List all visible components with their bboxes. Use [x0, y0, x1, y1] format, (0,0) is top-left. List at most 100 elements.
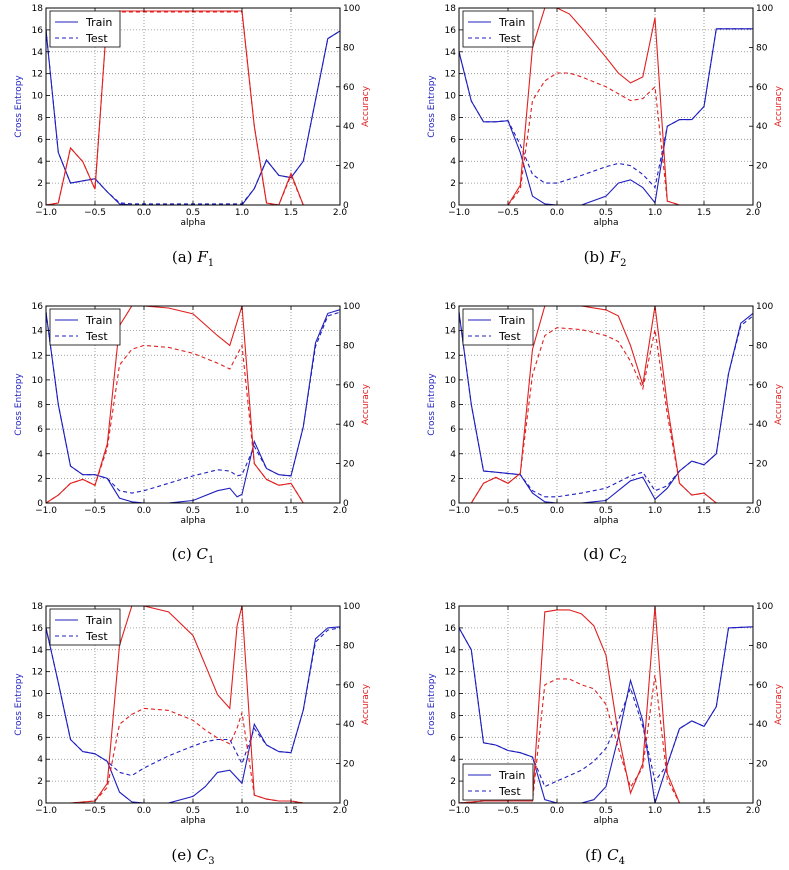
cross-entropy-train-line [459, 312, 753, 503]
x-tick-label: −1.0 [35, 806, 57, 816]
x-tick-label: 0.0 [137, 208, 152, 218]
x-tick-label: 0.5 [599, 208, 613, 218]
x-tick-label: −0.5 [84, 806, 106, 816]
y-tick-label: 10 [32, 690, 44, 700]
y-tick-label: 8 [450, 113, 456, 123]
y2-tick-label: 20 [343, 460, 355, 470]
y-tick-label: 4 [37, 755, 43, 765]
y2-tick-label: 40 [343, 420, 355, 430]
legend-test-label: Test [498, 32, 521, 45]
y-tick-label: 16 [32, 302, 44, 312]
x-tick-label: 1.5 [284, 806, 298, 816]
y-axis-label-left: Cross Entropy [427, 373, 437, 436]
y-tick-label: 14 [32, 327, 44, 337]
y-tick-label: 18 [445, 602, 457, 612]
panel-caption: (a) F1 [172, 248, 214, 269]
accuracy-test-line [459, 674, 729, 803]
legend-train-label: Train [85, 614, 112, 627]
x-tick-label: −1.0 [35, 506, 57, 516]
y-tick-label: 16 [445, 302, 457, 312]
x-tick-label: 0.5 [599, 506, 613, 516]
x-tick-label: 0.5 [186, 506, 200, 516]
x-axis-label: alpha [181, 816, 206, 826]
accuracy-train-line [459, 606, 729, 803]
x-tick-label: 0.5 [599, 806, 613, 816]
chart-panel-2: −1.0 −0.5 0.0 0.5 1.0 1.5 2.0 alpha 0 2 4 6 8 10 12 14 1… [427, 4, 784, 269]
y-axis-label-left: Cross Entropy [14, 673, 24, 736]
legend-train-label: Train [498, 16, 525, 29]
y-tick-label: 10 [445, 690, 457, 700]
y-axis-label-right: Accuracy [361, 683, 371, 725]
y2-tick-label: 60 [343, 681, 355, 691]
legend-test-label: Test [498, 785, 521, 798]
legend-test-label: Test [85, 330, 108, 343]
legend-box [49, 308, 121, 346]
accuracy-test-line [46, 343, 340, 503]
y-axis-label-right: Accuracy [774, 85, 784, 127]
y-tick-label: 0 [37, 799, 43, 809]
y-tick-label: 12 [445, 70, 456, 80]
y2-tick-label: 80 [756, 341, 768, 351]
y-tick-label: 12 [32, 351, 43, 361]
y2-tick-label: 60 [756, 83, 768, 93]
y-tick-label: 6 [450, 733, 456, 743]
legend-test-label: Test [85, 32, 108, 45]
y-tick-label: 4 [37, 157, 43, 167]
y-tick-label: 12 [32, 668, 43, 678]
x-tick-label: 0.5 [186, 208, 200, 218]
y-tick-label: 14 [445, 327, 457, 337]
y2-tick-label: 20 [343, 162, 355, 172]
legend-box [462, 763, 534, 801]
y-tick-label: 14 [32, 646, 44, 656]
y-tick-label: 2 [37, 474, 43, 484]
x-tick-label: 1.0 [648, 208, 663, 218]
x-axis-label: alpha [181, 218, 206, 228]
y2-tick-label: 20 [343, 760, 355, 770]
y-tick-label: 8 [37, 113, 43, 123]
y-tick-label: 6 [37, 425, 43, 435]
y-axis-label-left: Cross Entropy [427, 75, 437, 138]
legend-train-label: Train [85, 314, 112, 327]
legend-box [49, 608, 121, 646]
panel-caption: (f) C4 [585, 846, 625, 867]
y-tick-label: 0 [450, 799, 456, 809]
y2-tick-label: 40 [343, 122, 355, 132]
y-tick-label: 18 [32, 4, 44, 14]
y-tick-label: 16 [32, 624, 44, 634]
y2-tick-label: 80 [343, 43, 355, 53]
x-tick-label: −0.5 [84, 208, 106, 218]
y2-tick-label: 20 [756, 760, 768, 770]
x-tick-label: 1.5 [284, 208, 298, 218]
x-tick-label: 0.0 [137, 506, 152, 516]
x-tick-label: 2.0 [333, 806, 348, 816]
y-tick-label: 0 [450, 499, 456, 509]
y2-tick-label: 100 [343, 602, 360, 612]
y2-tick-label: 0 [756, 799, 762, 809]
y-tick-label: 10 [445, 376, 457, 386]
y2-tick-label: 100 [756, 302, 773, 312]
panel-caption: (b) F2 [584, 248, 627, 269]
x-tick-label: 1.0 [235, 506, 250, 516]
panel-caption: (e) C3 [171, 846, 214, 867]
legend-train-label: Train [85, 16, 112, 29]
y-tick-label: 16 [445, 26, 457, 36]
x-axis-label: alpha [181, 516, 206, 526]
legend: Train Test [462, 763, 534, 801]
panel-caption: (c) C1 [172, 545, 215, 566]
y2-tick-label: 80 [756, 43, 768, 53]
y-tick-label: 12 [445, 351, 456, 361]
x-tick-label: 2.0 [746, 208, 761, 218]
cross-entropy-test-line [459, 28, 753, 189]
y-tick-label: 2 [37, 179, 43, 189]
x-tick-label: 1.0 [235, 806, 250, 816]
y-tick-label: 18 [32, 602, 44, 612]
y2-tick-label: 100 [756, 4, 773, 14]
legend-box [49, 10, 121, 48]
y-axis-label-right: Accuracy [361, 85, 371, 127]
x-tick-label: 1.5 [697, 806, 711, 816]
y-tick-label: 0 [37, 201, 43, 211]
x-tick-label: 1.5 [697, 506, 711, 516]
x-tick-label: 2.0 [333, 506, 348, 516]
y2-tick-label: 100 [756, 602, 773, 612]
